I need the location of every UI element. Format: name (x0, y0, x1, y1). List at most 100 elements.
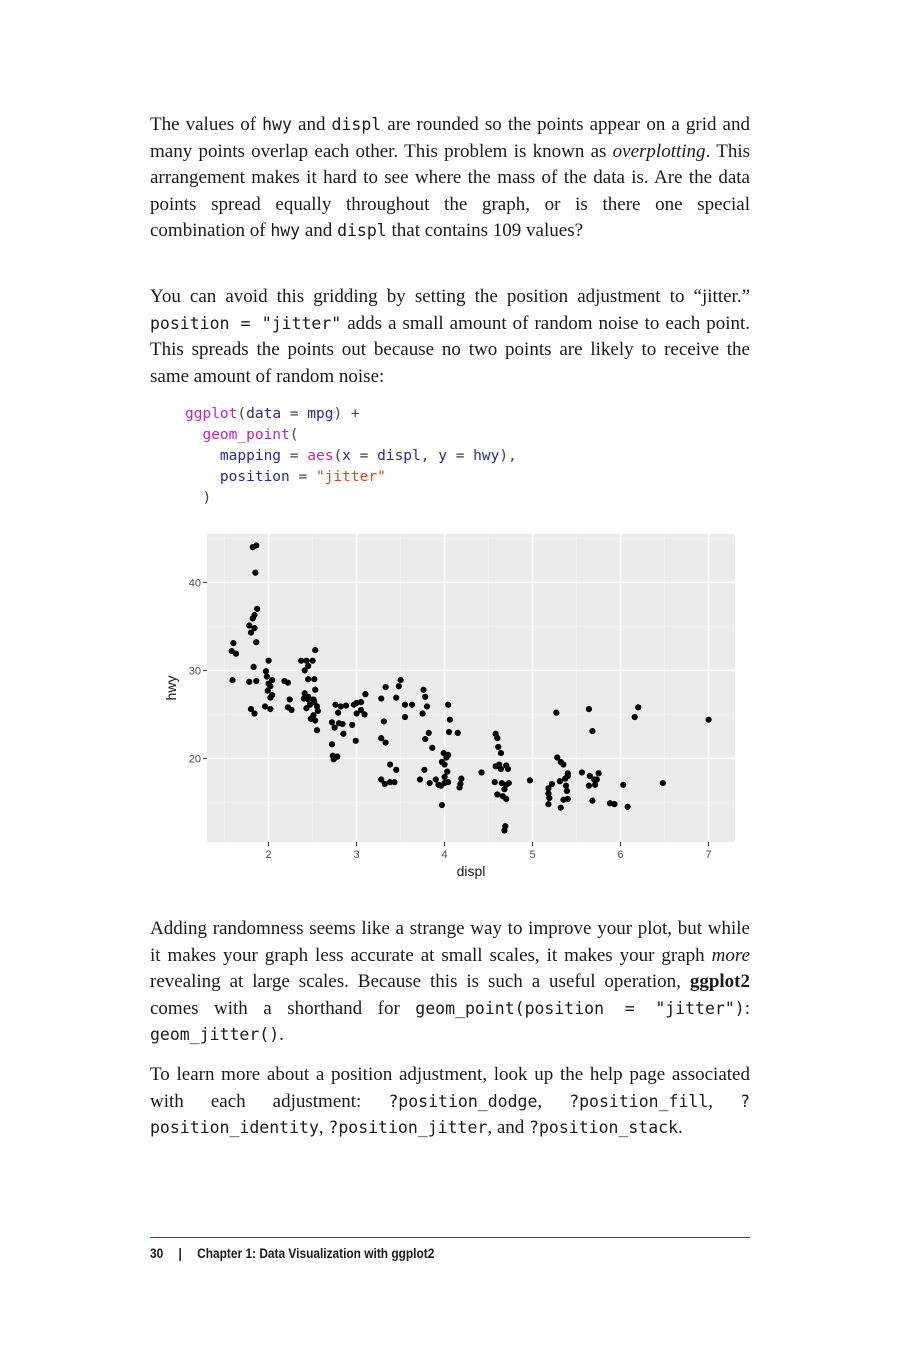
data-point (378, 776, 385, 783)
data-point (497, 750, 505, 757)
inline-code: ?position_jitter (328, 1118, 488, 1137)
data-point (595, 770, 602, 777)
data-point (456, 784, 463, 791)
text: , (537, 1090, 570, 1112)
inline-code: ?position_stack (529, 1118, 679, 1137)
data-point (250, 663, 257, 670)
data-point (305, 676, 312, 683)
data-point (312, 717, 319, 724)
data-point (454, 729, 461, 736)
data-point (620, 781, 627, 788)
text: and (291, 114, 332, 135)
data-point (503, 795, 510, 802)
text: To learn more about a position adjustmen… (150, 1064, 750, 1112)
data-point (378, 735, 385, 742)
data-point (253, 542, 260, 549)
data-point (262, 668, 270, 675)
data-point (420, 686, 427, 693)
data-point (331, 724, 338, 731)
code-token: displ (377, 448, 421, 464)
data-point (560, 761, 567, 768)
data-point (545, 801, 552, 808)
data-point (378, 695, 385, 702)
data-point (251, 625, 258, 632)
data-point (495, 743, 502, 751)
data-point (445, 728, 453, 736)
data-point (557, 804, 564, 811)
data-point (546, 794, 553, 802)
code-token: hwy (473, 448, 500, 464)
data-point (408, 701, 416, 708)
code-token: ggplot (185, 406, 238, 422)
data-point (337, 703, 344, 710)
data-point (305, 662, 312, 670)
data-point (263, 673, 270, 680)
code-token: x (342, 448, 351, 464)
text: that contains 109 values? (386, 220, 584, 241)
code-token: ( (237, 406, 247, 422)
data-point (253, 677, 260, 685)
data-point (429, 744, 436, 751)
data-point (497, 765, 505, 773)
data-point (426, 779, 433, 787)
data-point (386, 779, 394, 786)
data-point (553, 709, 560, 716)
code-token: mapping (219, 448, 282, 464)
data-point (548, 780, 556, 788)
emphasis: overplotting (612, 140, 706, 162)
scatter-chart: 2 3 4 5 6 7 20 30 40 displ hwy (163, 534, 735, 879)
data-point (288, 706, 295, 714)
code-token: = (350, 448, 378, 464)
data-point (380, 718, 387, 725)
y-axis: 20 30 40 (189, 577, 207, 765)
code-block: ggplot(data = mpg) + geom_point( mapping… (185, 404, 517, 509)
data-point (314, 707, 321, 714)
data-point (303, 705, 310, 712)
text: adds a small amount of random noise to e… (150, 312, 750, 387)
data-point (422, 693, 429, 700)
data-point (631, 713, 638, 721)
code-token: mpg (307, 406, 334, 422)
data-point (252, 569, 259, 576)
data-point (421, 766, 428, 773)
data-point (251, 710, 258, 717)
text: . (279, 1024, 284, 1045)
data-point (635, 704, 642, 711)
x-tick-label: 7 (706, 849, 712, 861)
data-point (562, 782, 570, 789)
code-token: "jitter" (315, 469, 386, 485)
inline-code: ?position_dodge (388, 1091, 538, 1111)
y-tick-label: 30 (189, 665, 201, 677)
data-point (382, 739, 389, 746)
data-point (310, 696, 317, 703)
data-point (312, 686, 319, 693)
x-axis-title: displ (457, 863, 486, 879)
inline-code: hwy (262, 115, 292, 134)
data-point (265, 657, 272, 664)
data-point (362, 691, 369, 698)
major-gridlines (207, 534, 735, 842)
data-point (438, 801, 446, 809)
data-point (328, 719, 336, 726)
data-point (446, 716, 453, 723)
text: and (300, 220, 338, 241)
data-point (425, 729, 432, 736)
data-point (445, 701, 452, 708)
x-tick-label: 6 (618, 849, 624, 861)
inline-code: geom_point(position = "jitter") (415, 998, 745, 1018)
data-point (340, 730, 347, 737)
data-point (247, 706, 255, 713)
data-point (458, 775, 465, 782)
footer-rule (150, 1237, 750, 1238)
data-point (494, 735, 501, 742)
data-point (232, 650, 240, 657)
data-point (342, 702, 350, 709)
code-token: = (281, 406, 308, 422)
y-axis-title: hwy (163, 676, 179, 701)
x-tick-label: 4 (442, 849, 448, 861)
data-point (298, 657, 305, 664)
data-point (382, 684, 389, 691)
data-point (505, 779, 512, 787)
x-tick-label: 2 (266, 849, 272, 861)
data-point (393, 766, 400, 773)
